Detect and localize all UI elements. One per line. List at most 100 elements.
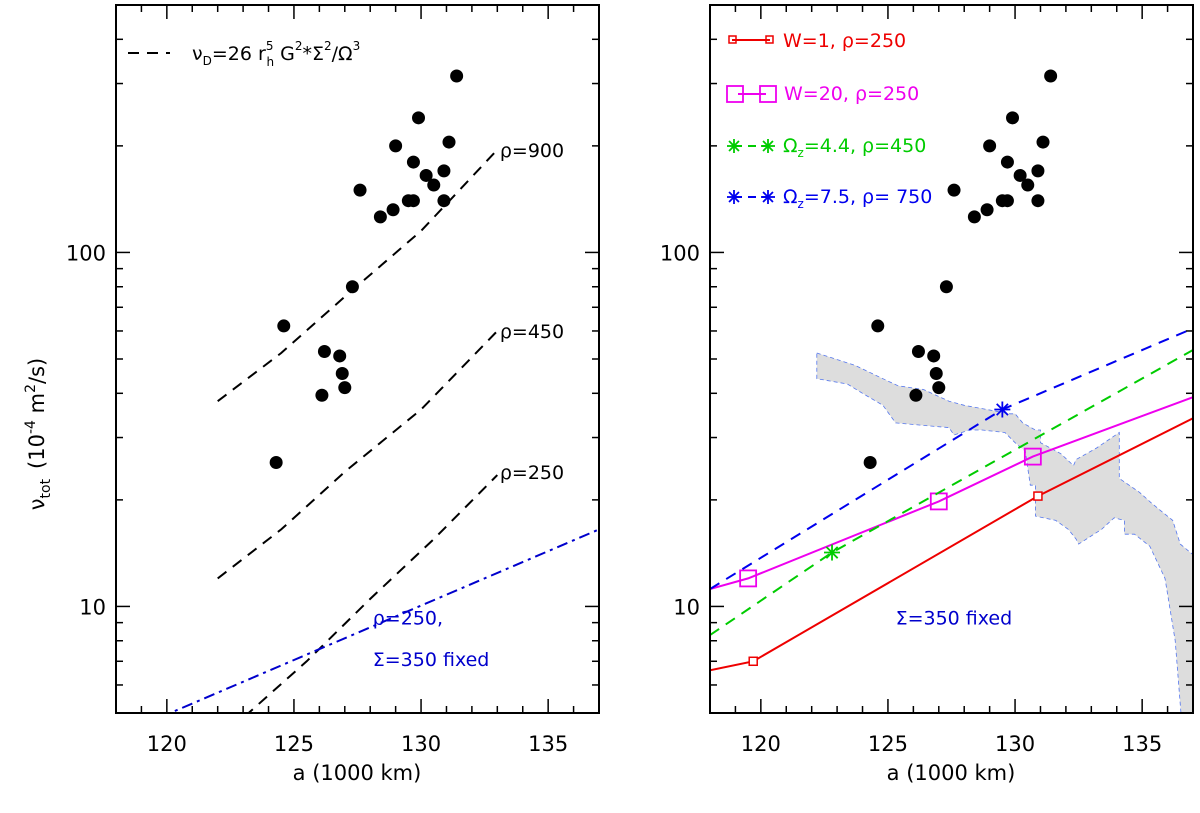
left-panel: 120 125 130 135 10 100 ρ=900 ρ=450 ρ=250 ρ=250, Σ… xyxy=(23,4,600,785)
right-model-lines xyxy=(710,327,1193,672)
series-marker-asterisk xyxy=(824,544,841,561)
legend-square-small-marker xyxy=(728,35,737,44)
data-point xyxy=(939,280,953,294)
series-line-0 xyxy=(710,417,1193,672)
y-tick-label: 100 xyxy=(66,241,106,265)
data-point xyxy=(927,349,941,363)
x-tick-label: 125 xyxy=(868,732,908,756)
data-point xyxy=(1006,111,1020,125)
data-point xyxy=(437,194,451,208)
annotation-label: ρ=900 xyxy=(500,140,564,162)
data-point xyxy=(1021,178,1035,192)
data-point xyxy=(947,183,961,197)
data-point xyxy=(932,381,946,395)
data-point xyxy=(929,366,943,380)
legend-nu-d-formula: νD=26 r5 h G2*Σ2/Ω3 xyxy=(192,39,360,69)
data-point xyxy=(1044,69,1058,83)
data-point xyxy=(335,366,349,380)
y-tick-label: 10 xyxy=(79,595,106,619)
data-point xyxy=(269,456,283,470)
legend-entry-omega-4-4: Ωz=4.4, ρ=450 xyxy=(727,135,926,160)
series-marker-square-large xyxy=(739,569,758,588)
annotation-label: Σ=350 fixed xyxy=(373,649,490,671)
right-data-points xyxy=(863,69,1058,470)
data-point xyxy=(442,135,456,149)
left-model-lines xyxy=(167,149,599,713)
legend-asterisk-marker xyxy=(761,139,775,153)
left-legend: νD=26 r5 h G2*Σ2/Ω3 xyxy=(128,39,360,69)
x-tick-label: 120 xyxy=(741,732,781,756)
data-point xyxy=(317,344,331,358)
right-axis-ticks: 120 125 130 135 10 100 xyxy=(660,4,1194,756)
data-point xyxy=(353,183,367,197)
data-point xyxy=(909,388,923,402)
left-axis-ticks: 120 125 130 135 10 100 xyxy=(66,4,600,756)
data-point xyxy=(386,203,400,217)
data-point xyxy=(1000,155,1014,169)
legend-entry-w20: W=20, ρ=250 xyxy=(726,83,919,105)
data-point xyxy=(871,319,885,333)
legend-square-large-marker xyxy=(726,85,744,103)
data-point xyxy=(419,168,433,182)
data-point xyxy=(277,319,291,333)
data-point xyxy=(333,349,347,363)
left-data-points xyxy=(269,69,464,470)
legend-label-w20: W=20, ρ=250 xyxy=(784,83,919,105)
legend-label-w1: W=1, ρ=250 xyxy=(783,30,906,52)
legend-entry-w1: W=1, ρ=250 xyxy=(728,30,906,52)
x-tick-label: 130 xyxy=(995,732,1035,756)
y-tick-label: 100 xyxy=(660,241,700,265)
series-line-3 xyxy=(167,528,599,713)
uncertainty-band xyxy=(816,352,1193,713)
series-line-2 xyxy=(710,349,1193,636)
series-marker-square-small xyxy=(748,656,758,667)
y-tick-label: 10 xyxy=(673,595,700,619)
data-point xyxy=(450,69,464,83)
x-tick-label: 135 xyxy=(528,732,568,756)
data-point xyxy=(406,194,420,208)
right-annotations: Σ=350 fixed xyxy=(896,608,1013,630)
data-point xyxy=(1031,164,1045,178)
right-panel: 120 125 130 135 10 100 Σ=350 fixed W=1, ρ=250… xyxy=(660,4,1194,785)
data-point xyxy=(427,178,441,192)
left-plot-frame xyxy=(115,4,600,714)
legend-asterisk-marker xyxy=(761,190,775,204)
annotation-label: ρ=250 xyxy=(500,462,564,484)
legend-label-omega-7-5: Ωz=7.5, ρ= 750 xyxy=(783,186,932,211)
series-marker-square-large xyxy=(1023,447,1042,466)
data-point xyxy=(863,456,877,470)
series-line-3 xyxy=(710,327,1193,590)
left-y-axis-label: νtot(10-4 m2/s) xyxy=(23,358,54,510)
legend-label-omega-4-4: Ωz=4.4, ρ=450 xyxy=(783,135,926,160)
series-marker-square-small xyxy=(1033,491,1043,501)
left-x-axis-label: a (1000 km) xyxy=(293,761,422,785)
legend-square-small-marker xyxy=(765,35,774,44)
data-point xyxy=(1036,135,1050,149)
data-point xyxy=(412,111,426,125)
data-point xyxy=(1000,194,1014,208)
series-line-1 xyxy=(710,396,1193,590)
data-point xyxy=(406,155,420,169)
right-x-axis-label: a (1000 km) xyxy=(887,761,1016,785)
x-tick-label: 120 xyxy=(147,732,187,756)
legend-entry-omega-7-5: Ωz=7.5, ρ= 750 xyxy=(727,186,932,211)
legend-asterisk-marker xyxy=(727,190,741,204)
legend-square-large-marker xyxy=(759,85,777,103)
x-tick-label: 130 xyxy=(401,732,441,756)
left-annotations: ρ=900 ρ=450 ρ=250 ρ=250, Σ=350 fixed xyxy=(373,140,564,671)
right-legend: W=1, ρ=250 W=20, ρ=250 Ωz=4.4, ρ=450 Ωz=… xyxy=(726,30,932,211)
annotation-label: Σ=350 fixed xyxy=(896,608,1013,630)
data-point xyxy=(345,280,359,294)
data-point xyxy=(1013,168,1027,182)
data-point xyxy=(437,164,451,178)
data-point xyxy=(315,388,329,402)
x-tick-label: 135 xyxy=(1122,732,1162,756)
annotation-label: ρ=450 xyxy=(500,321,564,343)
svg-text:νtot(10-4 m2/s): νtot(10-4 m2/s) xyxy=(23,358,54,510)
data-point xyxy=(389,139,403,153)
legend-asterisk-marker xyxy=(727,139,741,153)
annotation-label: ρ=250, xyxy=(373,608,443,630)
data-point xyxy=(967,210,981,224)
data-point xyxy=(338,381,352,395)
